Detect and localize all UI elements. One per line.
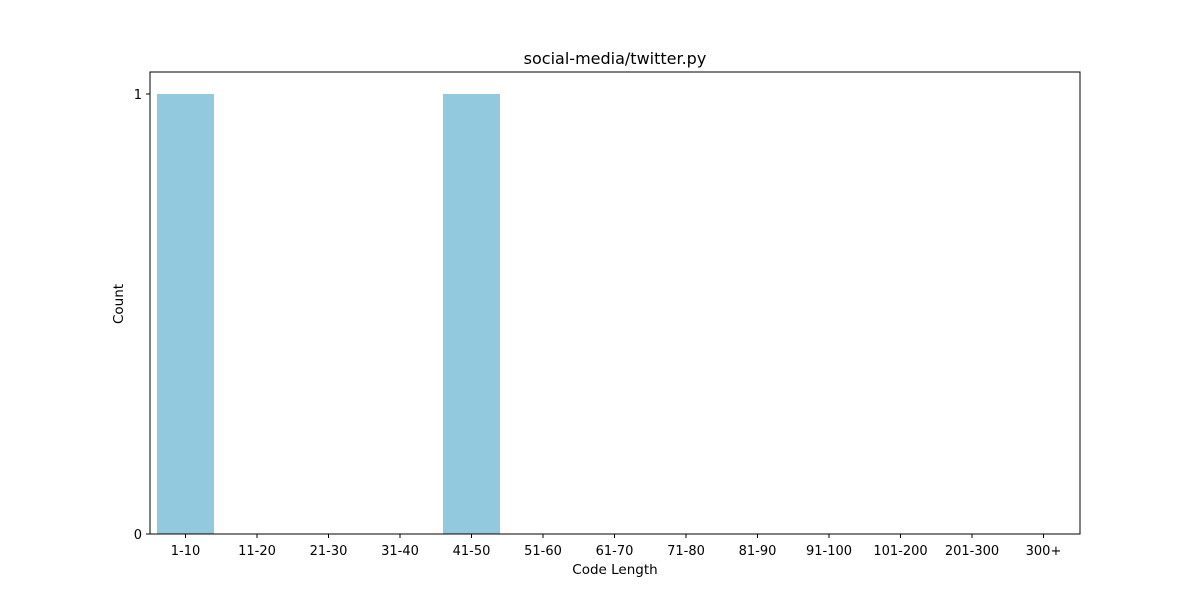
- x-tick-label: 11-20: [238, 544, 276, 559]
- x-tick-label: 201-300: [945, 544, 999, 559]
- x-tick-label: 61-70: [596, 544, 634, 559]
- x-tick-label: 71-80: [667, 544, 705, 559]
- x-tick-label: 41-50: [453, 544, 491, 559]
- x-axis-label: Code Length: [572, 562, 657, 578]
- x-tick-label: 101-200: [873, 544, 927, 559]
- x-tick-label: 81-90: [739, 544, 777, 559]
- x-tick-label: 51-60: [524, 544, 562, 559]
- chart-title: social-media/twitter.py: [524, 49, 707, 68]
- x-tick-label: 1-10: [171, 544, 201, 559]
- x-tick-label: 21-30: [310, 544, 348, 559]
- bar-41-50: [443, 94, 500, 534]
- y-tick-label: 1: [134, 88, 142, 103]
- x-tick-label: 31-40: [381, 544, 419, 559]
- plot-frame: [149, 71, 1081, 535]
- x-tick-label: 91-100: [806, 544, 852, 559]
- bars-layer: [157, 94, 500, 534]
- x-tick-label: 300+: [1026, 544, 1062, 559]
- y-axis-label: Count: [111, 284, 127, 324]
- y-tick-label: 0: [134, 528, 142, 543]
- ticks-layer: 1-10 11-20 21-30 31-40 41-50 51-60 61-70 71-80 8…: [134, 88, 1062, 559]
- bar-1-10: [157, 94, 214, 534]
